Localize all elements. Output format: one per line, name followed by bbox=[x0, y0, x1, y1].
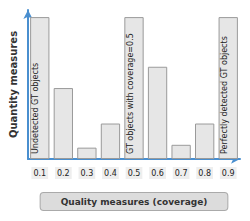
svg-text:0.5: 0.5 bbox=[128, 169, 141, 178]
svg-text:Perfectly detected GT objects: Perfectly detected GT objects bbox=[220, 36, 229, 154]
svg-text:0.2: 0.2 bbox=[57, 169, 70, 178]
svg-text:Undetected GT objects: Undetected GT objects bbox=[31, 63, 40, 154]
svg-text:0.4: 0.4 bbox=[104, 169, 117, 178]
svg-text:0.9: 0.9 bbox=[222, 169, 235, 178]
svg-text:0.1: 0.1 bbox=[33, 169, 46, 178]
svg-text:Quantity measures: Quantity measures bbox=[8, 31, 19, 138]
svg-text:0.7: 0.7 bbox=[175, 169, 188, 178]
svg-text:0.8: 0.8 bbox=[198, 169, 211, 178]
svg-text:0.3: 0.3 bbox=[81, 169, 94, 178]
svg-text:Quality measures (coverage): Quality measures (coverage) bbox=[61, 197, 208, 207]
svg-text:0.6: 0.6 bbox=[151, 169, 164, 178]
svg-text:GT objects with coverage=0.5: GT objects with coverage=0.5 bbox=[126, 33, 135, 154]
